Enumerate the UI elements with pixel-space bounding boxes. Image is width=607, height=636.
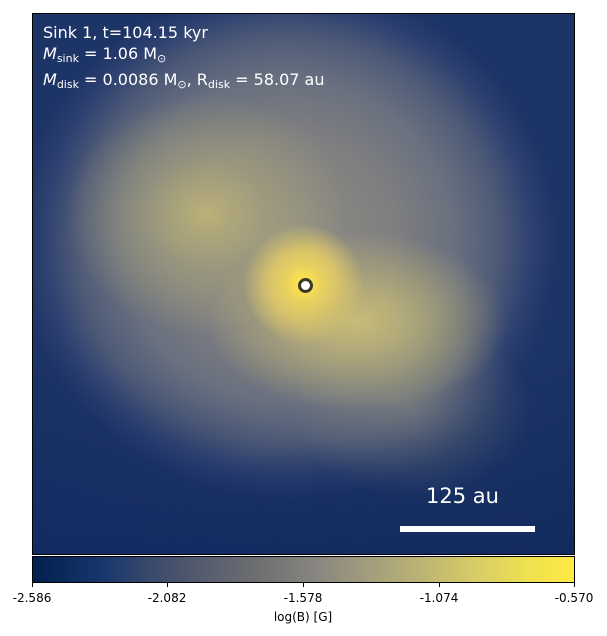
colorbar-tick-label: -1.074: [419, 591, 459, 605]
colorbar-tick-label: -0.570: [554, 591, 594, 605]
colorbar-tick-label: -2.082: [147, 591, 187, 605]
sink-marker-icon: [298, 278, 313, 293]
colorbar-tick: [303, 583, 304, 587]
colorbar-tick: [574, 583, 575, 587]
magnetic-field-map: Sink 1, t=104.15 kyr Msink = 1.06 M⊙ Mdi…: [32, 13, 575, 555]
colorbar-tick: [32, 583, 33, 587]
scalebar: [400, 526, 535, 532]
colorbar-tick: [167, 583, 168, 587]
scalebar-label: 125 au: [426, 484, 499, 508]
sink-info-annotation: Sink 1, t=104.15 kyr Msink = 1.06 M⊙ Mdi…: [43, 22, 324, 95]
disk-mass-radius: Mdisk = 0.0086 M⊙, Rdisk = 58.07 au: [43, 70, 325, 91]
colorbar: [32, 556, 575, 583]
colorbar-tick: [439, 583, 440, 587]
colorbar-tick-label: -2.586: [12, 591, 52, 605]
sink-mass: Msink = 1.06 M⊙: [43, 44, 167, 65]
sink-title: Sink 1, t=104.15 kyr: [43, 23, 208, 42]
colorbar-label: log(B) [G]: [273, 610, 333, 624]
colorbar-tick-label: -1.578: [283, 591, 323, 605]
